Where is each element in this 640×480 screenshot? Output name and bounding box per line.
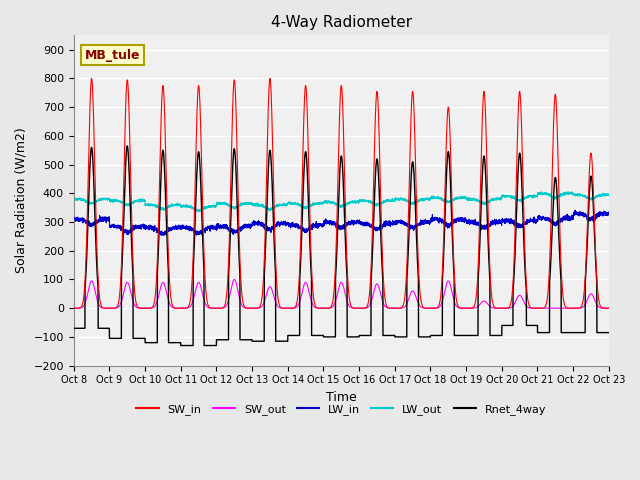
Text: MB_tule: MB_tule bbox=[84, 48, 140, 61]
Legend: SW_in, SW_out, LW_in, LW_out, Rnet_4way: SW_in, SW_out, LW_in, LW_out, Rnet_4way bbox=[132, 400, 550, 420]
X-axis label: Time: Time bbox=[326, 391, 356, 404]
Title: 4-Way Radiometer: 4-Way Radiometer bbox=[271, 15, 412, 30]
Y-axis label: Solar Radiation (W/m2): Solar Radiation (W/m2) bbox=[15, 128, 28, 273]
